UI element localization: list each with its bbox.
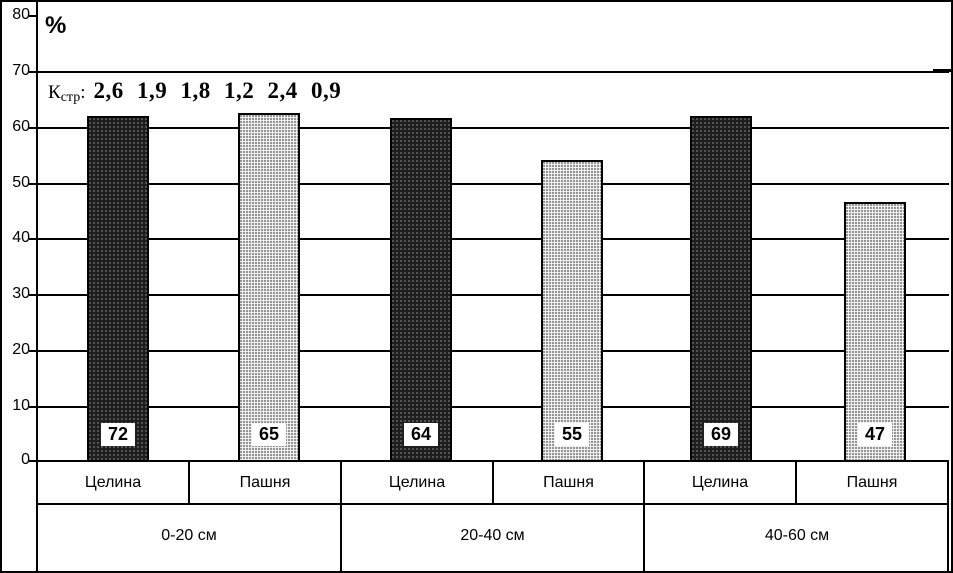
y-axis-tick <box>29 238 36 240</box>
kstr-colon: : <box>80 82 86 103</box>
table-right-border <box>947 460 949 571</box>
category-cell-divider <box>643 462 645 505</box>
right-axis-tick <box>933 69 951 72</box>
y-axis-tick <box>29 460 36 462</box>
kstr-subscript: стр <box>60 90 81 105</box>
bar-pashnya-40-60: 47 <box>844 202 906 462</box>
bar-tselina-40-60: 69 <box>690 116 752 462</box>
gridline-60 <box>36 127 949 129</box>
x-category-label: Пашня <box>543 473 594 491</box>
kstr-annotation: Кстр: 2,6 1,9 1,8 1,2 2,4 0,9 <box>48 78 342 105</box>
y-axis-line <box>36 2 38 571</box>
category-cell-divider <box>492 462 494 505</box>
category-cell-divider <box>188 462 190 505</box>
y-axis-tick <box>29 294 36 296</box>
y-tick-label-50: 50 <box>12 174 30 191</box>
bar-value-label: 47 <box>857 423 893 446</box>
y-axis-tick <box>29 15 36 17</box>
y-tick-label-40: 40 <box>12 229 30 246</box>
depth-group-label: 40-60 см <box>764 527 830 544</box>
bar-value-label: 65 <box>251 423 287 446</box>
bar-tselina-20-40: 64 <box>390 118 452 462</box>
y-axis-tick <box>29 127 36 129</box>
x-category-label: Целина <box>388 473 446 491</box>
x-category-label: Целина <box>691 473 749 491</box>
bar-pashnya-0-20: 65 <box>238 113 300 462</box>
y-axis-tick <box>29 71 36 73</box>
x-axis-baseline <box>36 460 949 462</box>
category-cell-divider <box>795 462 797 505</box>
group-cell-divider <box>643 505 645 571</box>
y-tick-label-30: 30 <box>12 285 30 302</box>
y-axis-tick <box>29 350 36 352</box>
bar-value-label: 72 <box>100 423 136 446</box>
depth-group-label: 0-20 см <box>161 527 217 544</box>
gridline-10 <box>36 406 949 408</box>
y-tick-label-80: 80 <box>12 6 30 23</box>
bar-value-label: 69 <box>703 423 739 446</box>
gridline-70 <box>36 71 949 73</box>
x-category-label: Целина <box>84 473 142 491</box>
category-cell-divider <box>340 462 342 505</box>
y-tick-label-10: 10 <box>12 397 30 414</box>
y-tick-label-70: 70 <box>12 62 30 79</box>
kstr-coefficients: 2,6 1,9 1,8 1,2 2,4 0,9 <box>93 78 342 103</box>
x-category-label: Пашня <box>239 473 291 491</box>
y-tick-label-0: 0 <box>21 451 30 468</box>
kstr-symbol: К <box>48 82 61 103</box>
bar-value-label: 64 <box>403 423 439 446</box>
bar-value-label: 55 <box>554 423 590 446</box>
y-axis-unit-label: % <box>45 12 67 39</box>
gridline-30 <box>36 294 949 296</box>
y-tick-label-20: 20 <box>12 341 30 358</box>
bar-pashnya-20-40: 55 <box>541 160 603 462</box>
bar-tselina-0-20: 72 <box>87 116 149 462</box>
gridline-40 <box>36 238 949 240</box>
y-tick-label-60: 60 <box>12 118 30 135</box>
y-axis-tick <box>29 406 36 408</box>
x-category-label: Пашня <box>846 473 898 491</box>
y-axis-tick <box>29 183 36 185</box>
group-cell-divider <box>340 505 342 571</box>
gridline-20 <box>36 350 949 352</box>
gridline-50 <box>36 183 949 185</box>
depth-group-label: 20-40 см <box>460 527 525 544</box>
